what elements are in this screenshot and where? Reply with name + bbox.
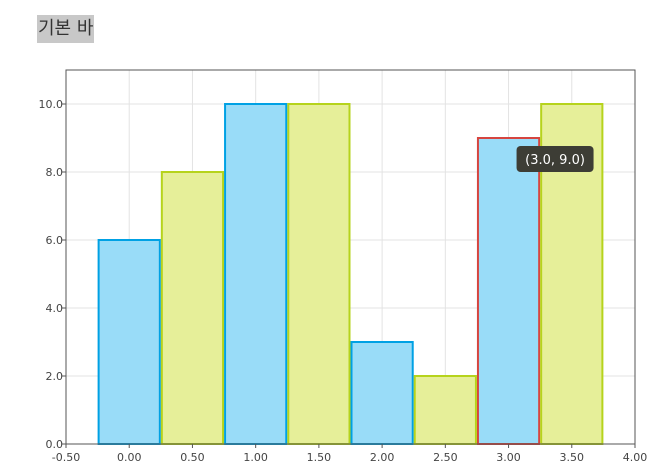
axes: -0.50 0.00 0.50 1.00 1.50 2.00 2.50 3.00 3.50 4.0… (39, 69, 648, 464)
x-tick-label: 0.50 (180, 451, 205, 464)
tooltip-box (516, 146, 594, 172)
bar-series-1[interactable] (350, 341, 414, 445)
x-tick-label: 1.50 (307, 451, 332, 464)
tooltip-text: (3.0, 9.0) (525, 153, 585, 168)
plot-frame (65, 69, 636, 445)
y-tick-label: 8.0 (46, 166, 64, 179)
y-tick-label: 6.0 (46, 234, 64, 247)
y-tick-label: 0.0 (46, 438, 64, 451)
x-tick-label: 3.50 (560, 451, 585, 464)
y-tick-label: 10.0 (39, 98, 64, 111)
x-tick-label: -0.50 (52, 451, 80, 464)
bar-series-2[interactable] (160, 171, 225, 445)
x-tick-label: 0.00 (117, 451, 142, 464)
y-tick-label: 2.0 (46, 370, 64, 383)
x-tick-label: 3.00 (496, 451, 521, 464)
bar-series-2[interactable] (413, 375, 477, 445)
bar-series-1[interactable] (224, 103, 288, 445)
chart-title: 기본 바 (37, 15, 95, 43)
tooltip: (3.0, 9.0) (516, 146, 594, 172)
x-tick-label: 2.50 (433, 451, 458, 464)
x-tick-label: 1.00 (243, 451, 268, 464)
bar-series-1[interactable] (476, 137, 541, 445)
y-tick-label: 4.0 (46, 302, 64, 315)
x-tick-label: 2.00 (370, 451, 395, 464)
bar-series-2[interactable] (287, 103, 351, 445)
x-tick-label: 4.00 (623, 451, 648, 464)
bar-series-1[interactable] (97, 239, 161, 445)
